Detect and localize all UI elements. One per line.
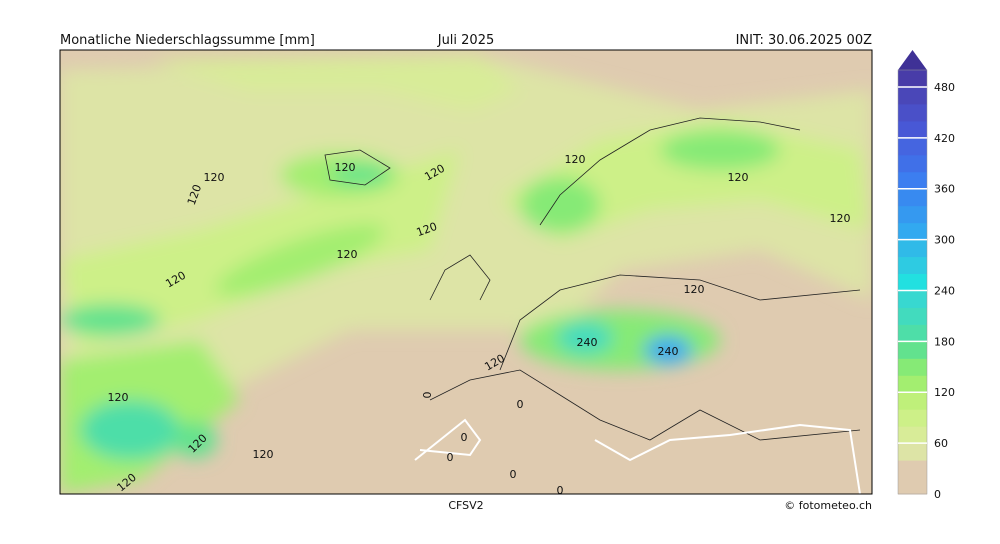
contour-label: 120	[335, 161, 356, 174]
colorbar-band	[898, 239, 927, 258]
colorbar-tick-label: 60	[934, 437, 948, 450]
contour-label: 240	[577, 336, 598, 349]
colorbar: 0 60 120 180 240 300 360 420 480	[897, 50, 955, 501]
contour-label: 120	[684, 283, 705, 296]
contour-label: 120	[565, 153, 586, 166]
colorbar-band	[898, 392, 927, 410]
contour-label: 0	[557, 484, 564, 497]
colorbar-tick-label: 240	[934, 284, 955, 297]
colorbar-band	[898, 154, 927, 173]
colorbar-tick-label: 480	[934, 81, 955, 94]
contour-label: 0	[447, 451, 454, 464]
colorbar-band	[898, 86, 927, 105]
colorbar-band	[898, 324, 927, 342]
init-time: INIT: 30.06.2025 00Z	[736, 33, 873, 48]
colorbar-tick-label: 120	[934, 386, 955, 399]
colorbar-tick-label: 180	[934, 335, 955, 348]
colorbar-band	[898, 409, 927, 427]
colorbar-band	[898, 222, 927, 241]
contour-label: 120	[830, 212, 851, 225]
contour-label: 120	[204, 171, 225, 184]
colorbar-tick-label: 300	[934, 234, 955, 247]
contour-label: 0	[517, 398, 524, 411]
colorbar-band	[898, 137, 927, 156]
contour-label: 120	[337, 248, 358, 261]
colorbar-band	[898, 341, 927, 359]
colorbar-band	[898, 256, 927, 275]
colorbar-tick-label: 0	[934, 488, 941, 501]
colorbar-frame	[897, 69, 928, 495]
colorbar-band	[898, 188, 927, 207]
coastlines	[324, 117, 861, 441]
colorbar-band	[898, 171, 927, 190]
colorbar-band	[898, 375, 927, 393]
colorbar-band	[898, 358, 927, 376]
colorbar-band	[898, 307, 927, 325]
contour-label: 0	[461, 431, 468, 444]
contour-label: 120	[108, 391, 129, 404]
colorbar-band	[898, 460, 927, 478]
colorbar-band	[898, 70, 927, 88]
colorbar-band	[898, 273, 927, 291]
contour-label: 0	[421, 392, 434, 399]
map-title: Monatliche Niederschlagssumme [mm]	[60, 33, 315, 48]
model-name: CFSV2	[448, 499, 483, 512]
zero-contour	[414, 418, 861, 494]
colorbar-tick-label: 360	[934, 183, 955, 196]
period: Juli 2025	[437, 33, 495, 48]
contour-label: 0	[510, 468, 517, 481]
colorbar-band	[898, 120, 927, 139]
credit: © fotometeo.ch	[784, 499, 872, 512]
contour-label: 120	[253, 448, 274, 461]
colorbar-band	[898, 426, 927, 444]
colorbar-band	[898, 290, 927, 308]
colorbar-band	[898, 477, 927, 495]
colorbar-extend	[898, 50, 927, 70]
contour-label: 240	[658, 345, 679, 358]
colorbar-band	[898, 443, 927, 461]
colorbar-band	[898, 103, 927, 122]
colorbar-tick-label: 420	[934, 132, 955, 145]
contour-label: 120	[728, 171, 749, 184]
map-frame	[59, 49, 873, 495]
colorbar-band	[898, 205, 927, 224]
